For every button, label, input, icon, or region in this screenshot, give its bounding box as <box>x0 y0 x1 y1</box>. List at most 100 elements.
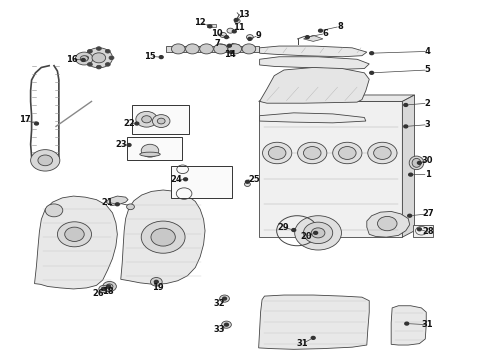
Text: 4: 4 <box>425 47 431 56</box>
Circle shape <box>65 227 84 242</box>
Text: 28: 28 <box>422 227 434 236</box>
Circle shape <box>305 36 309 39</box>
Circle shape <box>234 18 238 21</box>
Circle shape <box>404 125 408 128</box>
Circle shape <box>297 142 327 164</box>
Polygon shape <box>367 211 410 237</box>
Ellipse shape <box>412 158 421 167</box>
Circle shape <box>417 161 421 164</box>
Text: 26: 26 <box>92 289 104 298</box>
Circle shape <box>227 44 231 47</box>
Text: 16: 16 <box>66 55 78 64</box>
Circle shape <box>294 216 342 250</box>
Circle shape <box>99 285 109 293</box>
Circle shape <box>101 287 106 291</box>
Text: 22: 22 <box>123 119 135 128</box>
Circle shape <box>292 229 295 231</box>
Circle shape <box>404 104 408 107</box>
Circle shape <box>105 63 110 66</box>
Circle shape <box>248 37 252 40</box>
Ellipse shape <box>172 44 185 54</box>
Text: 18: 18 <box>102 287 113 296</box>
Circle shape <box>234 19 240 23</box>
Text: 2: 2 <box>425 99 431 108</box>
Polygon shape <box>402 95 415 237</box>
Circle shape <box>34 122 38 125</box>
Text: 31: 31 <box>296 339 308 348</box>
Circle shape <box>221 321 231 328</box>
Polygon shape <box>166 46 259 52</box>
Ellipse shape <box>242 44 256 54</box>
Circle shape <box>263 142 292 164</box>
Circle shape <box>85 48 113 68</box>
Circle shape <box>246 35 253 40</box>
Circle shape <box>97 65 101 69</box>
Text: 7: 7 <box>214 39 220 48</box>
Polygon shape <box>259 102 402 237</box>
Circle shape <box>370 52 374 55</box>
Circle shape <box>105 49 110 53</box>
Circle shape <box>377 216 397 231</box>
Text: 31: 31 <box>422 320 434 329</box>
Circle shape <box>81 59 85 62</box>
Text: 30: 30 <box>422 156 434 165</box>
Circle shape <box>184 178 188 181</box>
Circle shape <box>220 295 229 302</box>
Text: 33: 33 <box>214 325 225 334</box>
Circle shape <box>109 56 114 60</box>
Text: 19: 19 <box>152 283 164 292</box>
Circle shape <box>152 114 170 127</box>
Circle shape <box>142 116 151 123</box>
Circle shape <box>245 180 249 183</box>
Circle shape <box>57 222 92 247</box>
Ellipse shape <box>140 152 160 157</box>
Circle shape <box>30 150 60 171</box>
Ellipse shape <box>228 44 242 54</box>
FancyBboxPatch shape <box>413 225 433 237</box>
Circle shape <box>106 284 113 289</box>
Circle shape <box>408 214 412 217</box>
Polygon shape <box>260 46 367 57</box>
Circle shape <box>303 222 333 244</box>
Text: 3: 3 <box>425 120 431 129</box>
Circle shape <box>245 182 250 186</box>
Text: 23: 23 <box>115 140 126 149</box>
Circle shape <box>92 53 106 63</box>
Polygon shape <box>260 67 369 103</box>
Circle shape <box>333 142 362 164</box>
Circle shape <box>339 147 356 159</box>
Circle shape <box>311 337 315 339</box>
Circle shape <box>370 71 374 74</box>
Text: 15: 15 <box>144 52 156 61</box>
FancyBboxPatch shape <box>171 166 232 198</box>
Text: 29: 29 <box>277 222 289 231</box>
FancyBboxPatch shape <box>127 137 182 160</box>
Circle shape <box>75 52 93 65</box>
Text: 24: 24 <box>170 175 182 184</box>
Text: 13: 13 <box>238 10 250 19</box>
FancyBboxPatch shape <box>132 105 190 134</box>
Ellipse shape <box>214 44 227 54</box>
Circle shape <box>87 63 92 66</box>
Circle shape <box>405 322 409 325</box>
Text: 5: 5 <box>425 66 431 75</box>
Polygon shape <box>260 57 369 69</box>
Circle shape <box>87 49 92 53</box>
Circle shape <box>368 142 397 164</box>
Circle shape <box>127 144 131 147</box>
Circle shape <box>224 323 228 326</box>
Ellipse shape <box>409 156 424 170</box>
Text: 17: 17 <box>19 116 30 125</box>
Circle shape <box>103 282 116 292</box>
Circle shape <box>269 147 286 159</box>
Text: 32: 32 <box>214 299 225 308</box>
Text: 1: 1 <box>425 170 431 179</box>
Text: 27: 27 <box>422 210 434 219</box>
Text: 12: 12 <box>195 18 206 27</box>
Text: 14: 14 <box>223 50 235 59</box>
Circle shape <box>409 173 413 176</box>
Circle shape <box>318 29 322 32</box>
Text: 20: 20 <box>300 232 312 241</box>
Circle shape <box>102 288 106 291</box>
Polygon shape <box>303 35 323 41</box>
